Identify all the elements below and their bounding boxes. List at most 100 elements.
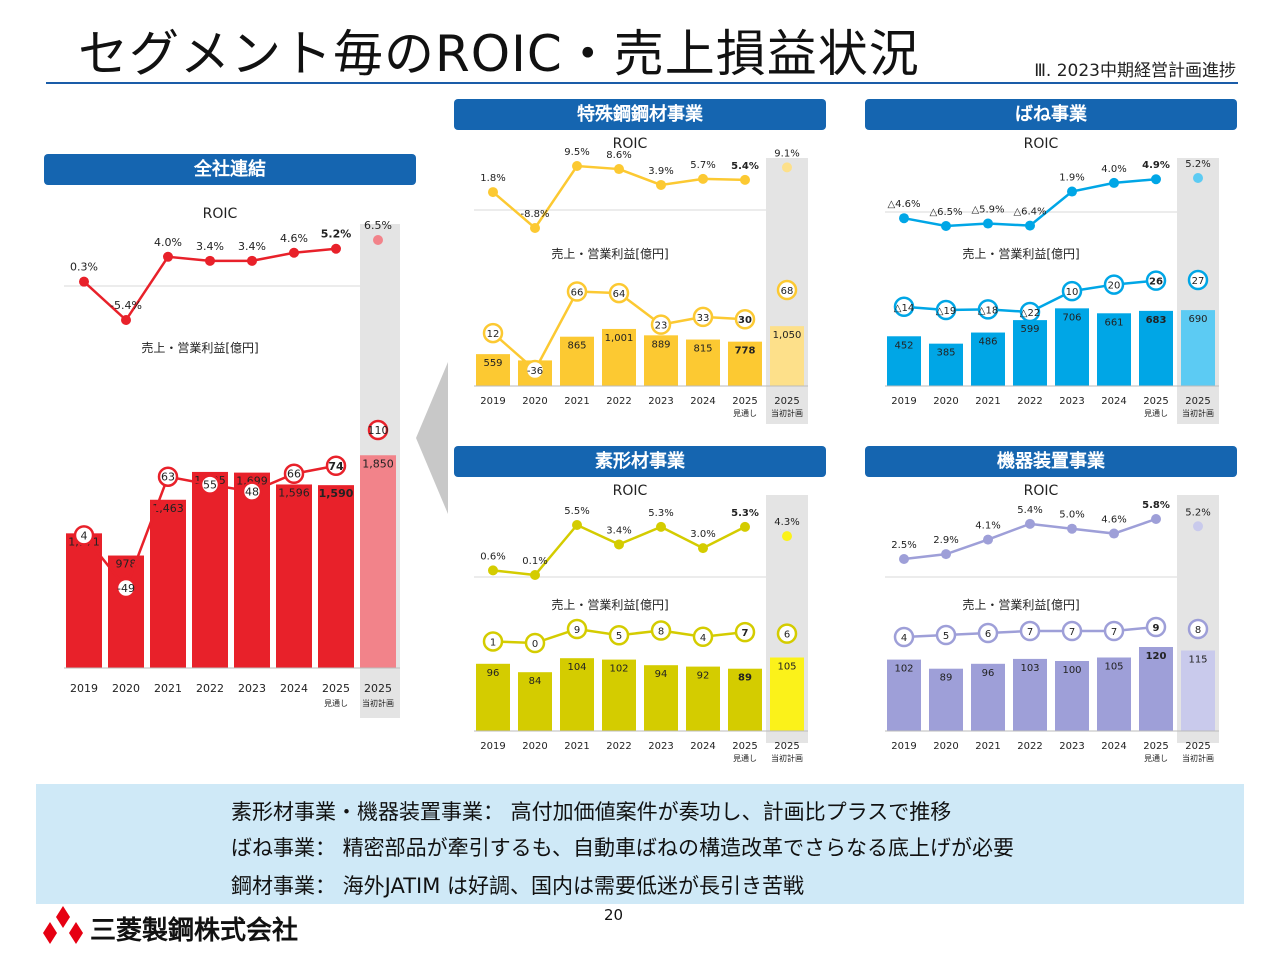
roic-point bbox=[656, 179, 666, 190]
sales-title: 売上・営業利益[億円] bbox=[551, 246, 668, 261]
roic-title: ROIC bbox=[1024, 136, 1059, 152]
sales-bar bbox=[476, 354, 510, 386]
roic-point bbox=[983, 218, 993, 229]
op-profit-label: 0 bbox=[532, 639, 538, 650]
roic-point bbox=[899, 554, 909, 564]
roic-label: 2.9% bbox=[933, 535, 958, 546]
op-profit-label: △22 bbox=[1020, 308, 1040, 319]
category-note: 見通し bbox=[733, 408, 757, 418]
roic-point bbox=[79, 276, 89, 287]
op-profit-marker bbox=[893, 296, 915, 318]
sales-label: 778 bbox=[735, 346, 756, 357]
category-label: 2024 bbox=[1101, 741, 1126, 752]
roic-point bbox=[572, 161, 582, 171]
roic-point bbox=[488, 565, 498, 576]
roic-label: 5.5% bbox=[564, 506, 589, 517]
sales-label: 559 bbox=[483, 358, 502, 369]
roic-label: -5.4% bbox=[110, 299, 142, 312]
sales-bar bbox=[150, 499, 186, 668]
op-profit-marker bbox=[650, 314, 672, 335]
op-profit-marker bbox=[1019, 620, 1041, 642]
roic-label: 3.9% bbox=[648, 166, 673, 177]
roic-point bbox=[1109, 177, 1119, 188]
roic-point bbox=[983, 534, 993, 545]
company-logo: 三菱製鋼株式会社 bbox=[40, 904, 340, 948]
roic-point bbox=[1025, 518, 1035, 529]
sales-label: 1,699 bbox=[236, 475, 268, 488]
panel-header-materials: 素形材事業 bbox=[454, 446, 826, 477]
sales-bar bbox=[887, 336, 921, 386]
roic-label: 0.1% bbox=[522, 556, 547, 567]
roic-point bbox=[1067, 186, 1077, 197]
sales-bar bbox=[1013, 320, 1047, 386]
roic-point bbox=[698, 543, 708, 554]
roic-label: △5.9% bbox=[971, 205, 1004, 216]
category-label: 2025 bbox=[364, 682, 392, 695]
op-profit-marker bbox=[199, 474, 221, 495]
op-profit-label: 10 bbox=[1066, 287, 1079, 298]
sales-label: 94 bbox=[655, 669, 668, 680]
sales-bar bbox=[728, 341, 762, 386]
category-label: 2022 bbox=[1017, 741, 1042, 752]
op-profit-label: 110 bbox=[368, 424, 389, 437]
roic-point bbox=[1025, 220, 1035, 231]
op-profit-marker bbox=[283, 463, 305, 484]
sales-bar bbox=[1139, 647, 1173, 731]
roic-label: 4.6% bbox=[280, 232, 308, 245]
category-label: 2022 bbox=[1017, 396, 1042, 407]
category-label: 2021 bbox=[975, 741, 1000, 752]
op-profit-label: 4 bbox=[700, 633, 706, 644]
roic-label: 3.4% bbox=[196, 240, 224, 253]
roic-label: 5.2% bbox=[321, 228, 352, 241]
sales-bar bbox=[1013, 658, 1047, 731]
op-profit-marker bbox=[1061, 620, 1083, 642]
roic-point bbox=[331, 243, 341, 254]
roic-label: △6.5% bbox=[929, 207, 962, 218]
category-label: 2021 bbox=[564, 396, 589, 407]
roic-title: ROIC bbox=[1024, 483, 1059, 499]
roic-point bbox=[1151, 174, 1161, 185]
sales-label: 115 bbox=[1188, 655, 1207, 666]
op-profit-label: 33 bbox=[697, 313, 710, 324]
op-profit-label: △14 bbox=[894, 303, 914, 314]
sales-label: 120 bbox=[1146, 651, 1167, 662]
sales-label: 1,590 bbox=[319, 487, 354, 500]
roic-label: 4.0% bbox=[154, 236, 182, 249]
op-profit-marker bbox=[977, 622, 999, 644]
sales-bar bbox=[234, 472, 270, 668]
sales-label: 102 bbox=[894, 664, 913, 675]
op-profit-label: 66 bbox=[571, 288, 584, 299]
roic-title: ROIC bbox=[613, 136, 648, 152]
category-note: 当初計画 bbox=[1182, 408, 1214, 418]
sales-label: 1,850 bbox=[362, 457, 394, 470]
op-profit-label: 55 bbox=[203, 479, 217, 492]
roic-label: 4.0% bbox=[1101, 164, 1126, 175]
page-number: 20 bbox=[604, 906, 624, 924]
op-profit-label: 74 bbox=[328, 460, 344, 473]
category-label: 2019 bbox=[480, 741, 505, 752]
op-profit-marker bbox=[157, 466, 179, 487]
op-profit-label: 48 bbox=[245, 486, 259, 499]
category-label: 2025 bbox=[774, 396, 799, 407]
roic-point bbox=[1193, 173, 1203, 183]
roic-label: △6.4% bbox=[1013, 207, 1046, 218]
op-profit-marker bbox=[1187, 269, 1209, 291]
op-profit-marker bbox=[776, 279, 798, 301]
sales-bar bbox=[518, 672, 552, 731]
sales-title: 売上・営業利益[億円] bbox=[141, 340, 258, 355]
roic-point bbox=[247, 255, 257, 266]
category-note: 見通し bbox=[733, 753, 757, 763]
op-profit-marker bbox=[367, 419, 389, 441]
roic-point bbox=[1193, 521, 1203, 532]
sales-label: 385 bbox=[936, 348, 955, 359]
op-profit-label: 7 bbox=[1111, 627, 1117, 638]
sales-label: 706 bbox=[1062, 312, 1081, 323]
op-profit-marker bbox=[566, 618, 588, 640]
category-label: 2020 bbox=[933, 741, 958, 752]
sales-title: 売上・営業利益[億円] bbox=[962, 597, 1079, 612]
category-note: 見通し bbox=[1144, 753, 1168, 763]
sales-label: 89 bbox=[940, 673, 953, 684]
sales-title: 売上・営業利益[億円] bbox=[551, 597, 668, 612]
sales-label: 452 bbox=[894, 340, 913, 351]
roic-label: 2.5% bbox=[891, 540, 916, 551]
